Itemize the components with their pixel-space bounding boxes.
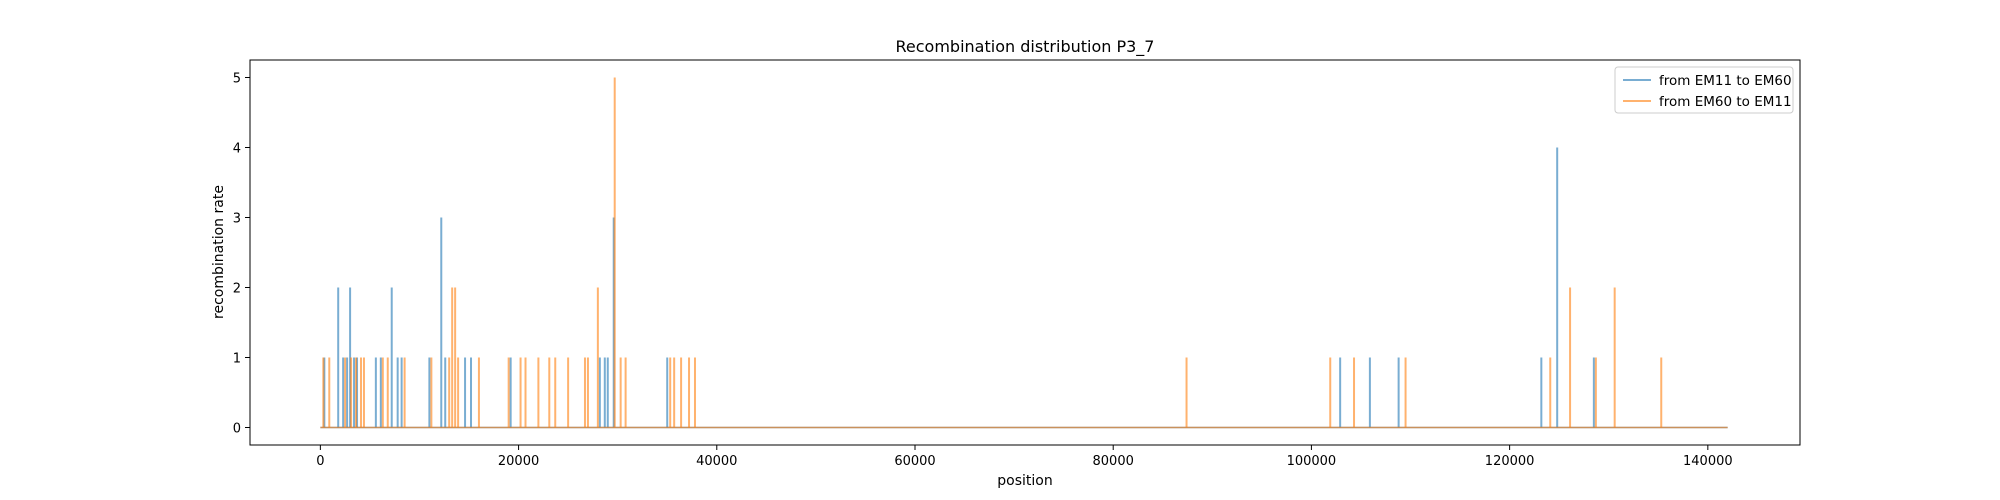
series-1 xyxy=(320,147,1728,429)
x-tick-label: 100000 xyxy=(1287,454,1337,469)
plot-marks xyxy=(320,77,1728,429)
y-tick-label: 4 xyxy=(233,142,241,157)
x-tick-label: 60000 xyxy=(894,454,935,469)
plot-frame xyxy=(249,59,1801,446)
x-tick-label: 140000 xyxy=(1683,454,1733,469)
legend-label: from EM60 to EM11 xyxy=(1659,94,1792,110)
x-tick-label: 120000 xyxy=(1485,454,1535,469)
y-tick-label: 0 xyxy=(233,422,241,437)
x-tick-label: 80000 xyxy=(1093,454,1134,469)
x-axis: 0 20000 40000 60000 80000 100000 120000 140000 xyxy=(316,445,1733,469)
y-axis-label: recombination rate xyxy=(211,185,227,319)
y-tick-label: 3 xyxy=(233,212,241,227)
legend-box xyxy=(1614,66,1794,114)
y-tick-label: 5 xyxy=(233,72,241,87)
legend: from EM11 to EM60 from EM60 to EM11 xyxy=(1614,66,1794,114)
legend-label: from EM11 to EM60 xyxy=(1659,73,1792,89)
chart-title: Recombination distribution P3_7 xyxy=(896,37,1155,57)
x-axis-label: position xyxy=(997,473,1052,489)
y-axis: 0 1 2 3 4 5 xyxy=(233,72,250,437)
x-tick-label: 20000 xyxy=(498,454,539,469)
y-tick-label: 2 xyxy=(233,282,241,297)
x-tick-label: 0 xyxy=(316,454,324,469)
series-2 xyxy=(320,77,1728,429)
y-tick-label: 1 xyxy=(233,352,241,367)
x-tick-label: 40000 xyxy=(696,454,737,469)
